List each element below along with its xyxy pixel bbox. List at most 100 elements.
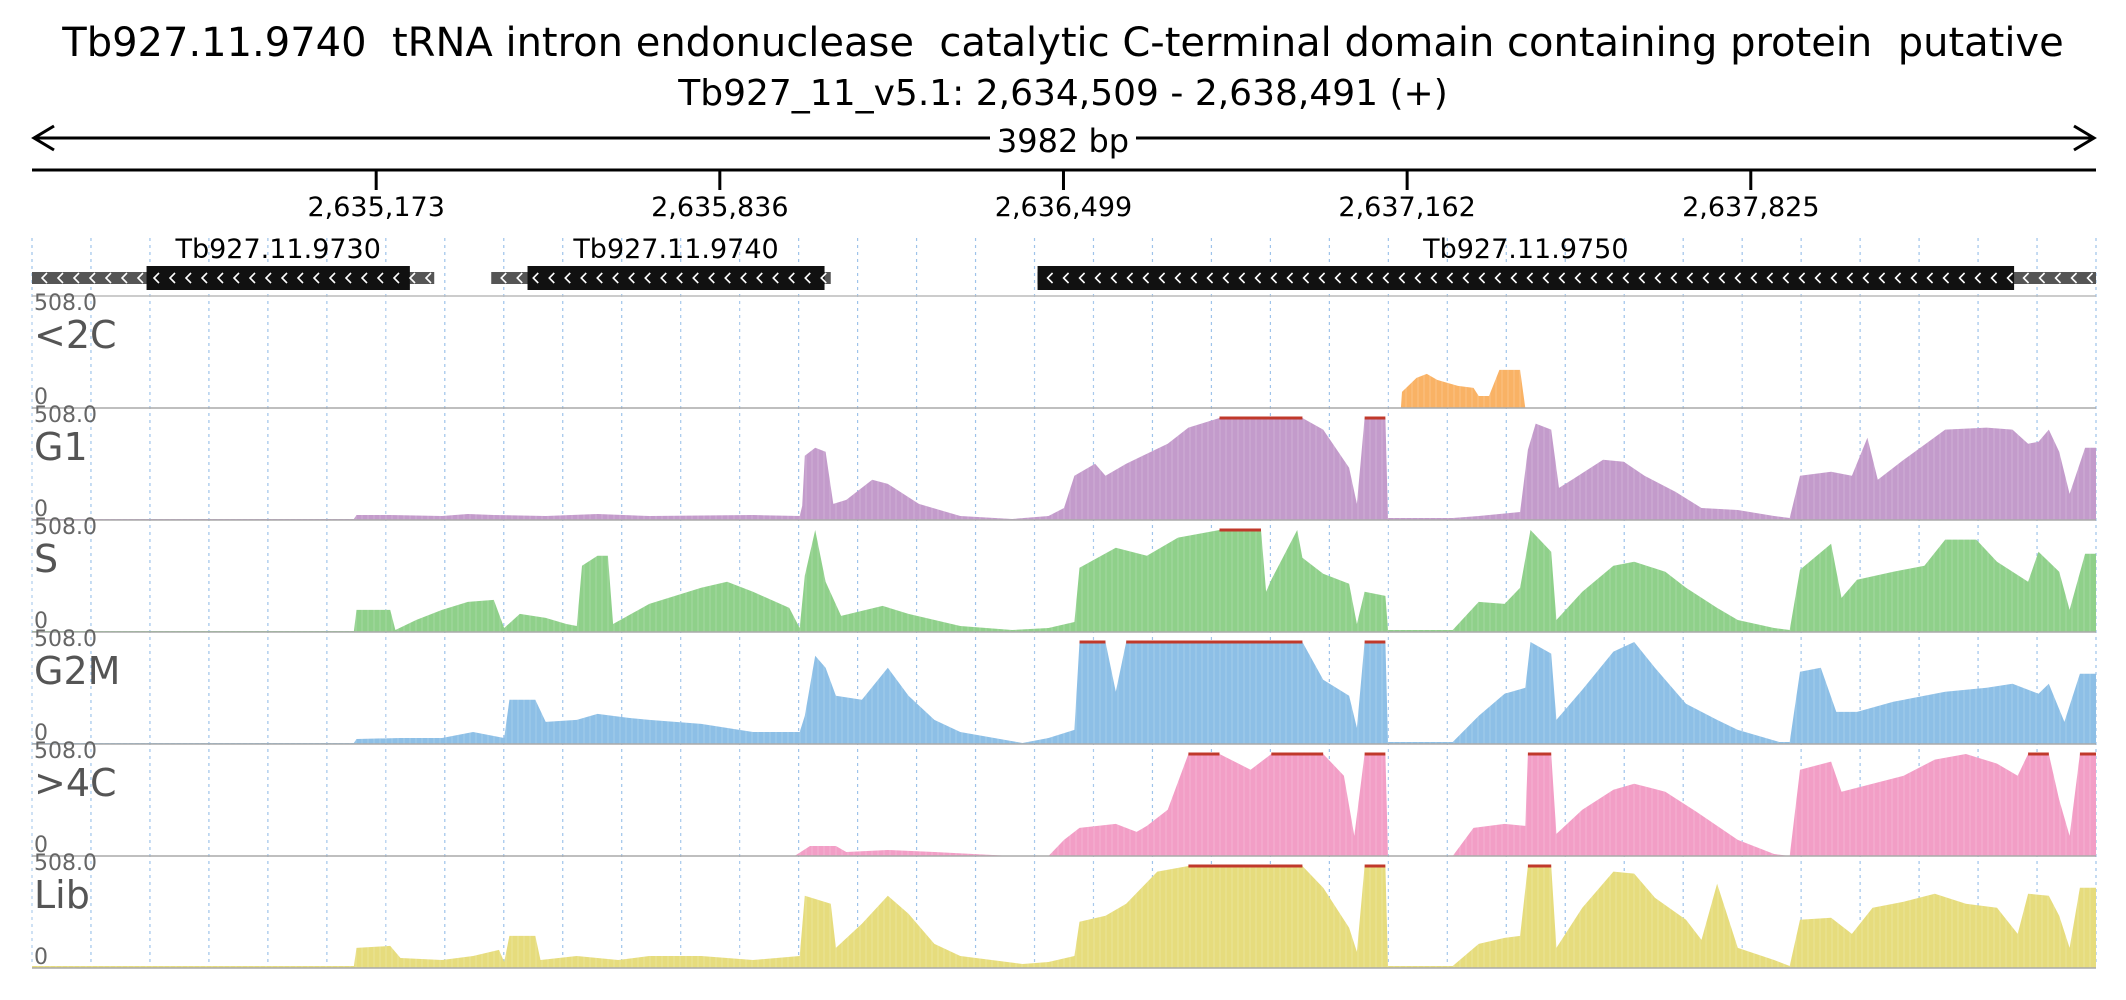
strand-chevron-icon — [789, 273, 794, 283]
strand-chevron-icon — [1736, 273, 1741, 283]
track-max-label: 508.0 — [34, 515, 97, 540]
strand-chevron-icon — [2008, 273, 2013, 283]
strand-chevron-icon — [2072, 273, 2077, 283]
strand-chevron-icon — [1176, 273, 1181, 283]
strand-chevron-icon — [1848, 273, 1853, 283]
strand-chevron-icon — [1944, 273, 1949, 283]
strand-chevron-icon — [2024, 273, 2029, 283]
strand-chevron-icon — [565, 273, 570, 283]
strand-chevron-icon — [1448, 273, 1453, 283]
strand-chevron-icon — [90, 273, 95, 283]
strand-chevron-icon — [773, 273, 778, 283]
strand-chevron-icon — [1976, 273, 1981, 283]
coverage-area — [32, 418, 2096, 520]
strand-chevron-icon — [1512, 273, 1517, 283]
strand-chevron-icon — [1560, 273, 1565, 283]
strand-chevron-icon — [122, 273, 127, 283]
gene-track: Tb927.11.9730 Tb927.11.9740 Tb927.11.9750 — [32, 234, 2096, 296]
track-min-label: 0 — [34, 833, 48, 858]
track-max-label: 508.0 — [34, 627, 97, 652]
strand-chevron-icon — [629, 273, 634, 283]
strand-chevron-icon — [1368, 273, 1373, 283]
strand-chevron-icon — [1656, 273, 1661, 283]
coverage-area — [32, 370, 2096, 408]
coverage-track: 508.0>4C 0 — [32, 739, 2096, 858]
strand-chevron-icon — [661, 273, 666, 283]
locus-coordinates: Tb927_11_v5.1: 2,634,509 - 2,638,491 (+) — [0, 70, 2126, 118]
coverage-area — [32, 866, 2096, 968]
strand-chevron-icon — [613, 273, 618, 283]
strand-chevron-icon — [330, 273, 335, 283]
strand-chevron-icon — [1720, 273, 1725, 283]
strand-chevron-icon — [1960, 273, 1965, 283]
strand-chevron-icon — [709, 273, 714, 283]
track-name: <2C — [34, 313, 117, 357]
coverage-area — [32, 754, 2096, 856]
strand-chevron-icon — [1592, 273, 1597, 283]
track-max-label: 508.0 — [34, 291, 97, 316]
strand-chevron-icon — [1672, 273, 1677, 283]
strand-chevron-icon — [2088, 273, 2093, 283]
strand-chevron-icon — [1640, 273, 1645, 283]
strand-chevron-icon — [677, 273, 682, 283]
strand-chevron-icon — [821, 273, 826, 283]
strand-chevron-icon — [1768, 273, 1773, 283]
ruler-tick-label: 2,635,173 — [307, 192, 444, 223]
strand-chevron-icon — [1544, 273, 1549, 283]
strand-chevron-icon — [410, 273, 415, 283]
strand-chevron-icon — [74, 273, 79, 283]
strand-chevron-icon — [138, 273, 143, 283]
strand-chevron-icon — [58, 273, 63, 283]
strand-chevron-icon — [693, 273, 698, 283]
strand-chevron-icon — [426, 273, 431, 283]
span-arrowhead-right-icon — [2074, 126, 2094, 150]
coverage-area — [32, 642, 2096, 744]
strand-chevron-icon — [1496, 273, 1501, 283]
gene-label: Tb927.11.9740 — [572, 234, 778, 265]
strand-chevron-icon — [282, 273, 287, 283]
span-arrow — [34, 126, 2094, 150]
track-max-label: 508.0 — [34, 403, 97, 428]
strand-chevron-icon — [106, 273, 111, 283]
strand-chevron-icon — [1352, 273, 1357, 283]
strand-chevron-icon — [314, 273, 319, 283]
strand-chevron-icon — [725, 273, 730, 283]
strand-chevron-icon — [186, 273, 191, 283]
strand-chevron-icon — [346, 273, 351, 283]
track-min-label: 0 — [34, 721, 48, 746]
strand-chevron-icon — [1096, 273, 1101, 283]
gene-feature[interactable]: Tb927.11.9750 — [1038, 234, 2096, 290]
gene-feature[interactable]: Tb927.11.9730 — [32, 234, 434, 290]
strand-chevron-icon — [645, 273, 650, 283]
strand-chevron-icon — [517, 273, 522, 283]
strand-chevron-icon — [1464, 273, 1469, 283]
ruler-tick-label: 2,636,499 — [995, 192, 1132, 223]
track-min-label: 0 — [34, 609, 48, 634]
strand-chevron-icon — [549, 273, 554, 283]
strand-chevron-icon — [1112, 273, 1117, 283]
strand-chevron-icon — [1304, 273, 1309, 283]
strand-chevron-icon — [1912, 273, 1917, 283]
gene-utr — [1038, 272, 2096, 284]
strand-chevron-icon — [501, 273, 506, 283]
strand-chevron-icon — [250, 273, 255, 283]
strand-chevron-icon — [1288, 273, 1293, 283]
strand-chevron-icon — [1752, 273, 1757, 283]
strand-chevron-icon — [805, 273, 810, 283]
strand-chevron-icon — [1224, 273, 1229, 283]
coverage-tracks: 508.0<2C0508.0G10508.0S0508.0G2M0508.0>4… — [32, 291, 2096, 970]
strand-chevron-icon — [1080, 273, 1085, 283]
strand-chevron-icon — [1992, 273, 1997, 283]
span-arrowhead-left-icon — [34, 126, 54, 150]
strand-chevron-icon — [1272, 273, 1277, 283]
coverage-track: 508.0S 0 — [32, 515, 2096, 634]
track-max-label: 508.0 — [34, 851, 97, 876]
strand-chevron-icon — [202, 273, 207, 283]
gene-feature[interactable]: Tb927.11.9740 — [491, 234, 831, 290]
strand-chevron-icon — [42, 273, 47, 283]
ruler-tick-label: 2,637,162 — [1338, 192, 1475, 223]
strand-chevron-icon — [533, 273, 538, 283]
